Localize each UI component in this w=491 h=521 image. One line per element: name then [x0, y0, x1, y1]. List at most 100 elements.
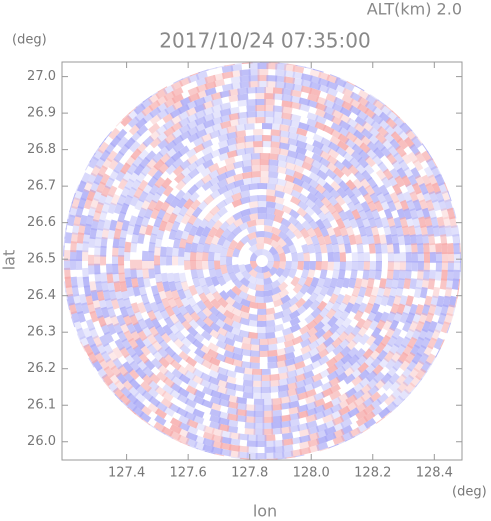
radar-cell — [142, 135, 155, 148]
radar-cell — [218, 398, 230, 408]
radar-cell — [112, 357, 124, 370]
radar-cell — [389, 319, 399, 332]
radar-cell — [371, 154, 384, 167]
radar-cell — [342, 277, 351, 289]
radar-cell — [396, 303, 406, 316]
radar-cell — [150, 285, 160, 297]
radar-cell — [439, 278, 448, 290]
radar-cell — [268, 62, 280, 64]
radar-cell — [392, 183, 403, 196]
radar-cell — [186, 154, 199, 165]
radar-cell — [226, 425, 239, 434]
radar-cell — [90, 289, 99, 302]
radar-cell — [202, 100, 215, 110]
radar-cell — [281, 88, 293, 96]
y-tick-label: 26.5 — [27, 252, 56, 267]
radar-cell — [308, 347, 320, 358]
radar-cell — [222, 323, 234, 333]
radar-cell — [315, 96, 328, 106]
radar-cell — [428, 234, 436, 246]
radar-cell — [275, 267, 285, 278]
radar-cell — [296, 207, 308, 218]
radar-cell — [124, 241, 132, 253]
radar-cell — [430, 216, 439, 229]
radar-cell — [303, 383, 315, 393]
radar-cell — [408, 225, 416, 237]
radar-cell — [216, 379, 228, 389]
radar-cell — [307, 340, 320, 351]
radar-cell — [122, 314, 133, 327]
radar-cell — [154, 246, 161, 257]
radar-cell — [219, 442, 232, 451]
radar-cell — [124, 137, 136, 150]
radar-cell — [235, 130, 247, 138]
radar-cell — [119, 228, 128, 240]
radar-cell — [375, 132, 387, 145]
radar-cell — [198, 218, 209, 230]
radar-cell — [107, 350, 119, 363]
radar-cell — [312, 313, 324, 325]
radar-cell — [228, 444, 241, 452]
radar-cell — [311, 146, 324, 157]
radar-cell — [277, 281, 289, 292]
radar-cell — [81, 250, 89, 261]
radar-cell — [218, 139, 230, 149]
radar-cell — [294, 360, 306, 370]
radar-cell — [427, 337, 438, 350]
radar-cell — [112, 346, 124, 359]
radar-cell — [337, 392, 350, 403]
radar-cell — [222, 316, 234, 327]
radar-cell — [257, 206, 267, 214]
radar-cell — [297, 276, 307, 287]
radar-cell — [277, 237, 287, 248]
radar-cell — [241, 270, 252, 281]
radar-cell — [166, 272, 175, 284]
radar-cell — [424, 216, 433, 228]
radar-cell — [413, 286, 422, 299]
radar-cell — [333, 251, 341, 262]
radar-cell — [122, 361, 134, 374]
radar-cell — [405, 243, 412, 254]
radar-cell — [187, 213, 198, 225]
radar-cell — [309, 69, 322, 78]
radar-cell — [317, 210, 328, 222]
radar-cell — [255, 98, 266, 106]
radar-cell — [197, 200, 209, 212]
radar-cell — [270, 123, 282, 131]
radar-cell — [240, 208, 251, 217]
radar-cell — [101, 281, 109, 293]
radar-cell — [174, 320, 185, 332]
radar-cell — [148, 129, 161, 142]
radar-cell — [76, 241, 83, 253]
radar-cell — [355, 416, 369, 427]
radar-cell — [231, 314, 242, 324]
radar-cell — [278, 223, 290, 234]
radar-cell — [315, 252, 323, 262]
radar-cell — [211, 440, 223, 449]
radar-cell — [239, 75, 251, 83]
x-tick-label: 128.4 — [416, 466, 453, 481]
radar-cell — [318, 355, 330, 366]
radar-cell — [368, 217, 377, 229]
radar-cell — [103, 366, 115, 379]
radar-cell — [386, 335, 398, 348]
radar-cell — [215, 311, 227, 322]
radar-cell — [202, 437, 215, 447]
radar-cell — [268, 246, 278, 256]
radar-cell — [196, 310, 208, 322]
radar-cell — [430, 355, 437, 366]
radar-cell — [293, 164, 305, 174]
radar-cell — [323, 277, 332, 289]
radar-cell — [208, 268, 217, 279]
radar-cell — [230, 76, 243, 84]
radar-cell — [97, 315, 107, 328]
radar-cell — [207, 382, 220, 392]
radar-cell — [227, 407, 239, 415]
radar-cell — [124, 178, 135, 191]
radar-cell — [353, 310, 364, 322]
radar-cell — [386, 295, 396, 307]
radar-cell — [268, 177, 279, 185]
radar-cell — [363, 114, 376, 127]
radar-cell — [395, 373, 407, 386]
radar-cell — [392, 243, 400, 254]
